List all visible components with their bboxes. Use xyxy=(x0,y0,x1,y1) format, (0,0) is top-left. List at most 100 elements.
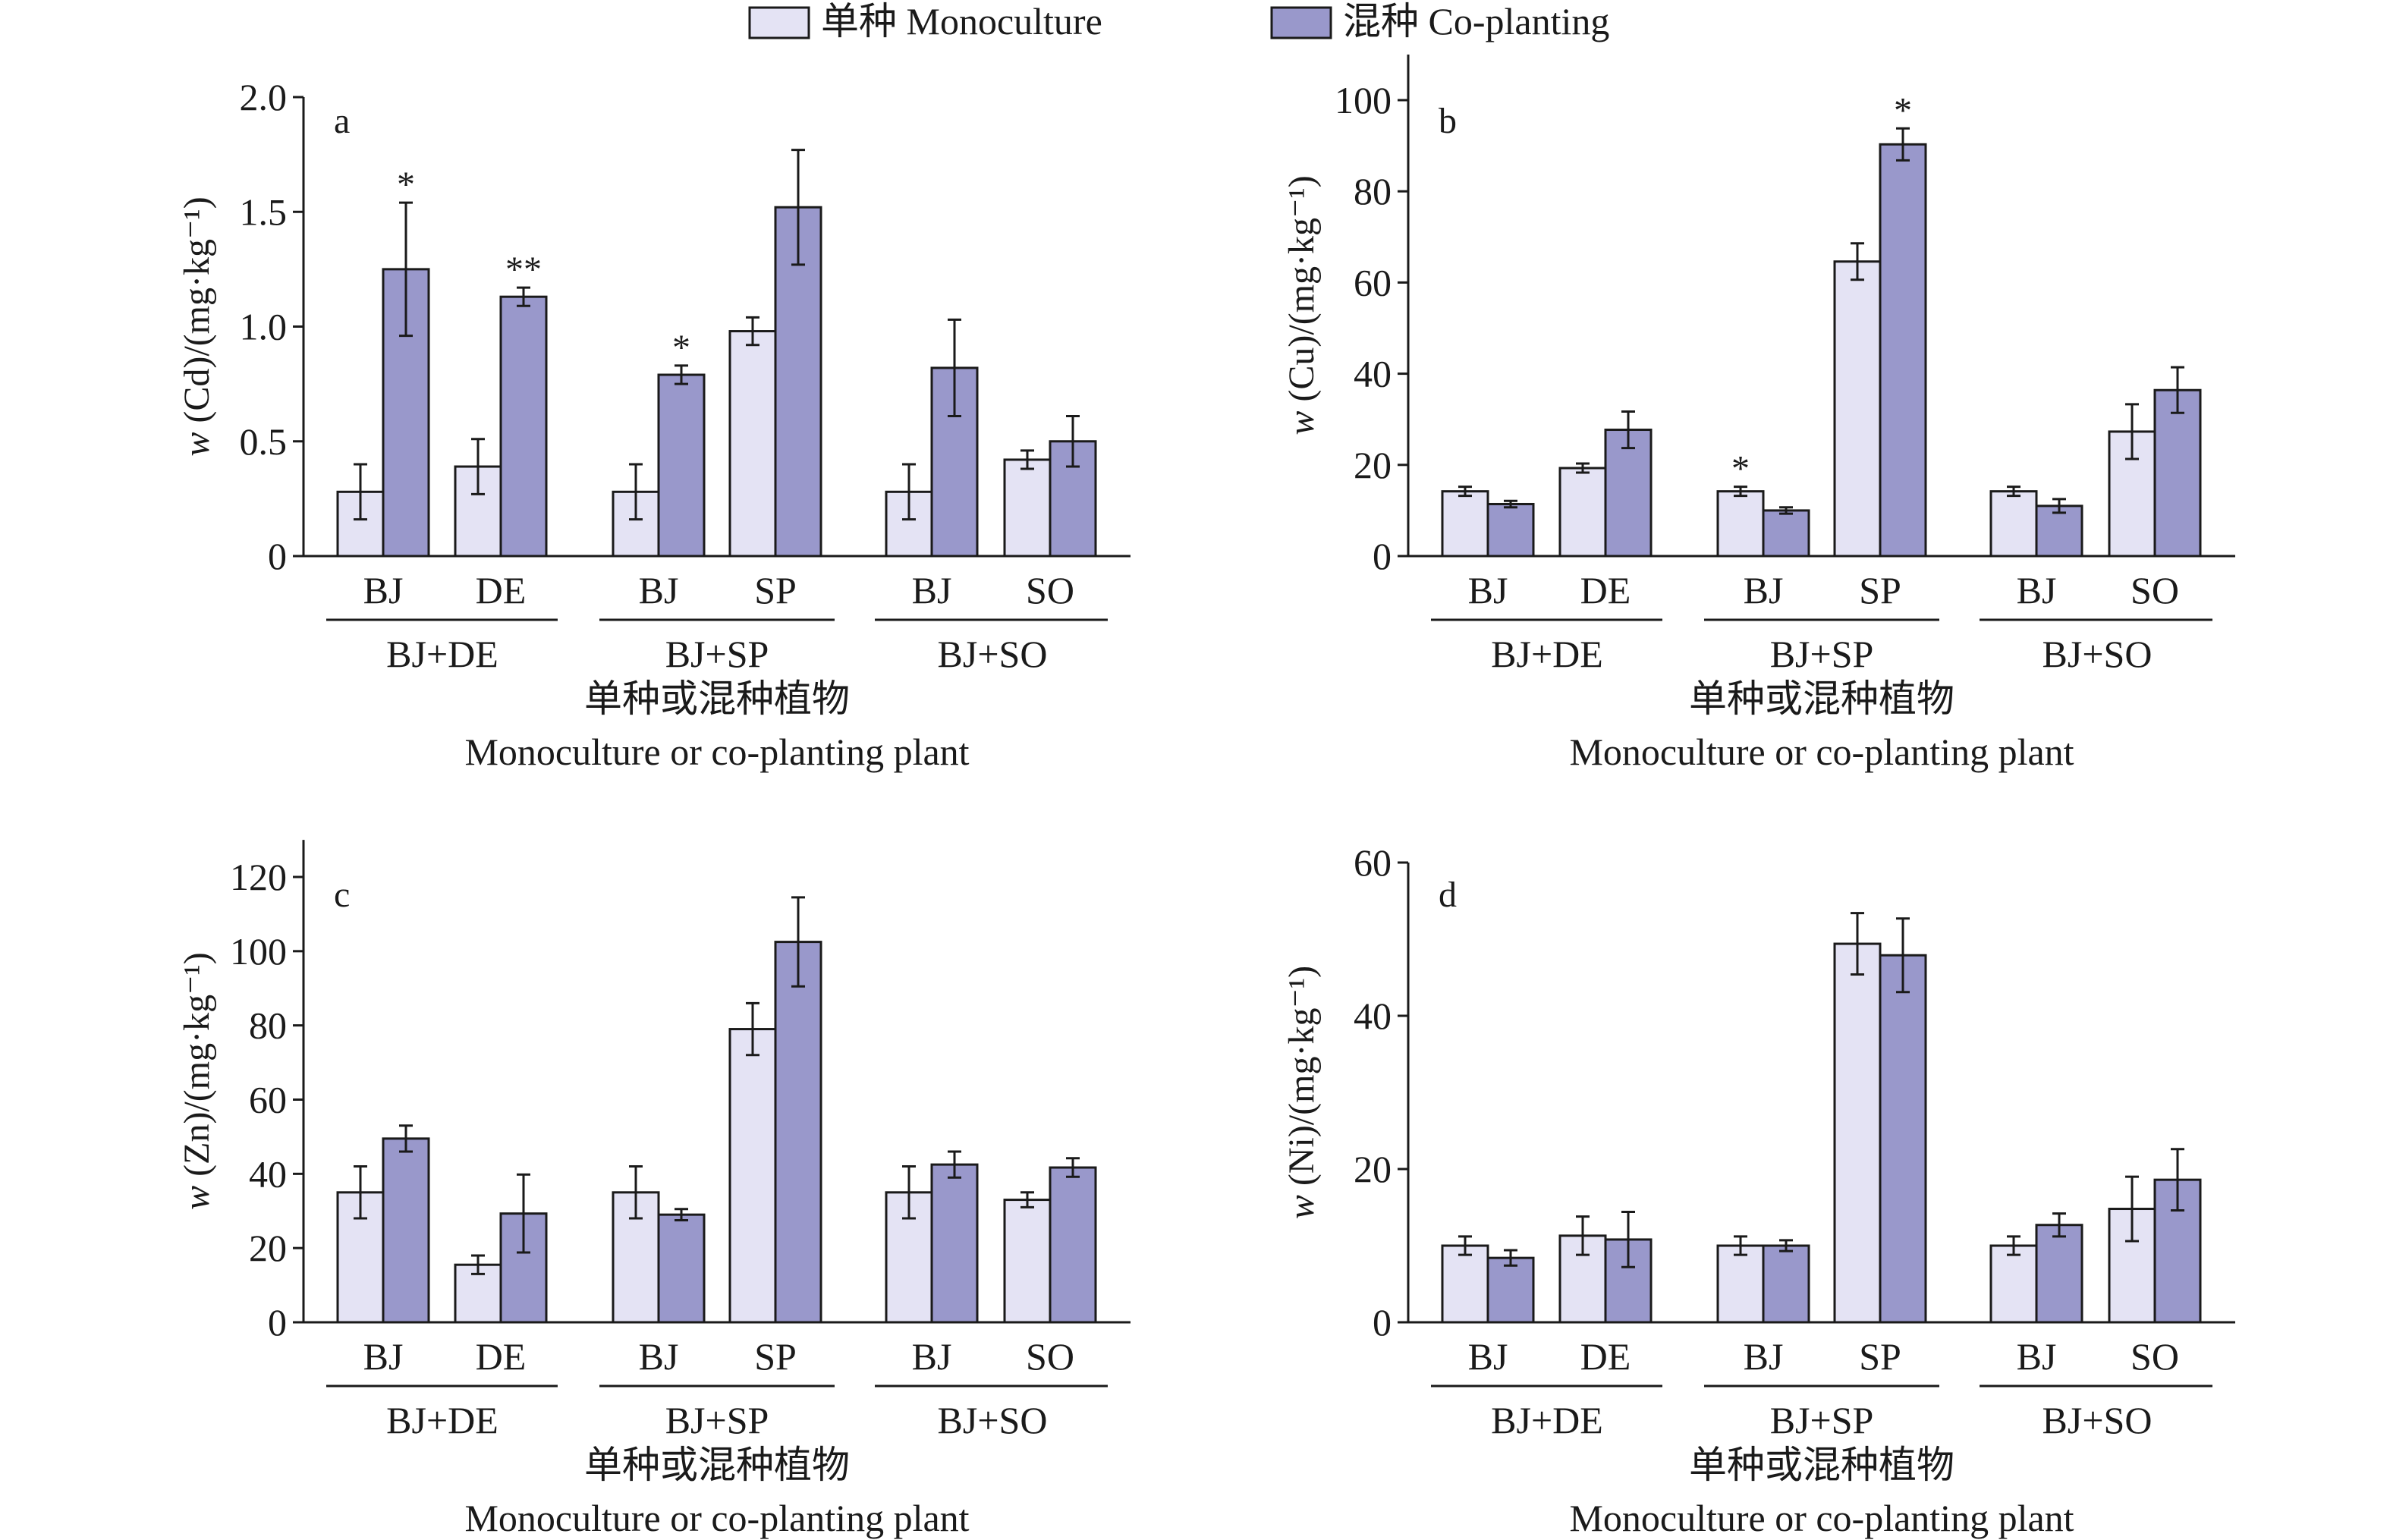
x-category-label: BJ xyxy=(1744,1335,1784,1378)
x-category-label: BJ xyxy=(363,1335,404,1378)
x-category-label: DE xyxy=(476,569,527,611)
y-tick-label: 100 xyxy=(1335,79,1392,121)
x-category-label: SO xyxy=(1026,1335,1074,1378)
y-tick-label: 0 xyxy=(268,1301,287,1344)
significance-marker: * xyxy=(672,328,690,368)
x-group-label: BJ+SP xyxy=(665,633,769,675)
x-group-label: BJ+SP xyxy=(665,1399,769,1441)
x-axis-title-cn: 单种或混种植物 xyxy=(1689,1444,1954,1486)
x-category-label: DE xyxy=(476,1335,527,1378)
bar-coplanting xyxy=(1604,429,1653,558)
legend: 单种 Monoculture 混种 Co-planting xyxy=(748,0,1609,42)
panel-letter: b xyxy=(1439,101,1457,141)
legend-label-coplanting: 混种 Co-planting xyxy=(1343,0,1609,42)
y-axis-title-unit: (Cd)/(mg·kg⁻¹) xyxy=(177,196,217,423)
y-tick-label: 40 xyxy=(1354,995,1392,1037)
chart-panel-c: 0 20 40 60 80 100 120 c w (Zn)/(mg·kg⁻¹) BJ DE BJ SP… xyxy=(177,840,1131,1539)
y-tick-label: 60 xyxy=(1354,841,1392,884)
bar-coplanting xyxy=(2035,504,2083,558)
panel-letter: d xyxy=(1439,875,1457,915)
y-axis-title-unit: (Cu)/(mg·kg⁻¹) xyxy=(1281,175,1322,401)
y-tick-label: 1.0 xyxy=(240,306,288,348)
x-category-label: DE xyxy=(1580,569,1631,611)
x-group-label: BJ+SP xyxy=(1770,1399,1874,1441)
y-axis-title-variable: w xyxy=(177,1177,217,1210)
x-category-label: SP xyxy=(754,1335,797,1378)
x-category-label: DE xyxy=(1580,1335,1631,1378)
x-group-label: BJ+DE xyxy=(1491,633,1603,675)
bar-coplanting xyxy=(382,1137,430,1324)
y-tick-label: 0 xyxy=(1373,535,1392,577)
y-axis-title: w (Ni)/(mg·kg⁻¹) xyxy=(1281,966,1322,1219)
x-axis-title-en: Monoculture or co-planting plant xyxy=(464,1497,969,1539)
y-tick-label: 0 xyxy=(1373,1301,1392,1344)
x-category-label: BJ xyxy=(2017,1335,2057,1378)
y-axis-title-variable: w xyxy=(177,423,217,457)
x-axis-title-en: Monoculture or co-planting plant xyxy=(464,731,969,773)
bar-coplanting xyxy=(657,373,706,558)
chart-panel-d: 0 20 40 60 d w (Ni)/(mg·kg⁻¹) BJ DE BJ SP BJ SO BJ+D… xyxy=(1281,841,2235,1539)
y-axis-title-unit: (Zn)/(mg·kg⁻¹) xyxy=(177,952,217,1177)
panel-letter: a xyxy=(334,101,350,141)
x-category-label: SP xyxy=(1859,569,1901,611)
x-axis-title-cn: 单种或混种植物 xyxy=(584,677,850,720)
bar-coplanting xyxy=(499,295,548,558)
x-category-label: BJ xyxy=(363,569,404,611)
bar-monoculture xyxy=(1441,1244,1489,1324)
x-group-label: BJ+SO xyxy=(2043,1399,2153,1441)
bar-monoculture xyxy=(1989,1244,2038,1324)
x-category-label: SO xyxy=(1026,569,1074,611)
x-axis-title-cn: 单种或混种植物 xyxy=(584,1444,850,1486)
y-axis-title-variable: w xyxy=(1281,402,1322,435)
significance-marker: * xyxy=(1731,449,1750,489)
x-category-label: BJ xyxy=(1468,569,1508,611)
bar-coplanting xyxy=(774,941,822,1324)
bar-monoculture xyxy=(728,330,777,558)
legend-label-monoculture: 单种 Monoculture xyxy=(821,0,1102,42)
significance-marker: ** xyxy=(505,250,542,290)
bar-coplanting xyxy=(2153,388,2202,558)
x-category-label: SO xyxy=(2131,569,2179,611)
x-category-label: SP xyxy=(1859,1335,1901,1378)
legend-swatch-coplanting xyxy=(1270,6,1332,39)
bar-monoculture xyxy=(1716,1244,1765,1324)
y-tick-label: 0 xyxy=(268,535,287,577)
bar-monoculture xyxy=(728,1028,777,1324)
x-category-label: BJ xyxy=(639,569,679,611)
bar-coplanting xyxy=(1879,143,1927,558)
bar-coplanting xyxy=(1486,1256,1535,1324)
bar-monoculture xyxy=(1716,490,1765,558)
bar-coplanting xyxy=(657,1213,706,1324)
y-tick-label: 2.0 xyxy=(240,76,288,118)
x-category-label: BJ xyxy=(1744,569,1784,611)
y-tick-label: 80 xyxy=(249,1004,287,1047)
x-group-label: BJ+SO xyxy=(2043,633,2153,675)
x-group-label: BJ+DE xyxy=(1491,1399,1603,1441)
bar-monoculture xyxy=(1003,1199,1052,1324)
bar-coplanting xyxy=(1049,1166,1097,1324)
x-category-label: BJ xyxy=(912,1335,952,1378)
y-tick-label: 40 xyxy=(1354,353,1392,395)
y-tick-label: 20 xyxy=(249,1227,287,1269)
x-axis-title-en: Monoculture or co-planting plant xyxy=(1569,731,2074,773)
x-category-label: BJ xyxy=(639,1335,679,1378)
bar-coplanting xyxy=(2035,1224,2083,1324)
y-tick-label: 0.5 xyxy=(240,420,288,463)
bar-monoculture xyxy=(1441,490,1489,558)
significance-marker: * xyxy=(397,165,415,205)
legend-swatch-monoculture xyxy=(748,6,810,39)
x-group-label: BJ+DE xyxy=(386,633,498,675)
y-axis-title-unit: (Ni)/(mg·kg⁻¹) xyxy=(1281,966,1322,1186)
y-tick-label: 60 xyxy=(1354,261,1392,303)
bar-coplanting xyxy=(1762,1244,1810,1324)
panel-letter: c xyxy=(334,875,350,915)
y-tick-label: 100 xyxy=(230,930,287,973)
significance-marker: * xyxy=(1894,90,1912,130)
chart-panel-b: 0 20 40 60 80 100 b w (Cu)/(mg·kg⁻¹) * * BJ DE BJ SP B… xyxy=(1281,54,2235,773)
x-group-label: BJ+SO xyxy=(938,633,1048,675)
x-group-label: BJ+SP xyxy=(1770,633,1874,675)
x-category-label: BJ xyxy=(912,569,952,611)
x-category-label: SO xyxy=(2131,1335,2179,1378)
bar-coplanting xyxy=(1762,509,1810,558)
